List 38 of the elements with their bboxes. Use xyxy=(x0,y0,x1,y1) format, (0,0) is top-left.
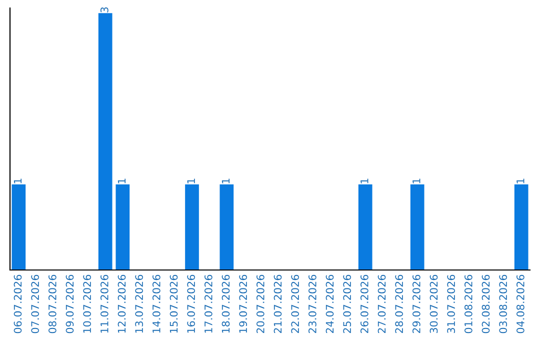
x-tick-label: 13.07.2026 xyxy=(135,274,144,333)
data-label: 1 xyxy=(360,178,368,184)
x-tick-label: 30.07.2026 xyxy=(430,274,438,334)
data-label: 1 xyxy=(412,178,420,184)
x-tick-label: 08.07.2026 xyxy=(48,274,56,334)
x-tick-label: 23.07.2026 xyxy=(308,274,316,334)
x-tick-label: 26.07.2026 xyxy=(360,274,368,334)
x-tick-label: 21.07.2026 xyxy=(274,274,282,334)
x-tick-label: 25.07.2026 xyxy=(343,274,352,334)
x-tick-label: 18.07.2026 xyxy=(222,274,230,333)
x-tick-label: 01.08.2026 xyxy=(464,274,472,334)
x-tick-label: 24.07.2026 xyxy=(326,274,334,334)
x-tick-label: 06.07.2026 xyxy=(14,274,22,334)
x-tick-label: 28.07.2026 xyxy=(395,274,404,334)
x-tick-label: 11.07.2026 xyxy=(100,274,108,333)
x-tick-label: 16.07.2026 xyxy=(187,274,196,333)
x-tick-label: 20.07.2026 xyxy=(256,274,264,334)
x-tick-label: 17.07.2026 xyxy=(204,274,212,333)
x-tick-label: 27.07.2026 xyxy=(378,274,386,334)
x-tick-label: 31.07.2026 xyxy=(447,274,456,334)
x-tick-label: 29.07.2026 xyxy=(412,274,420,334)
x-tick-label: 15.07.2026 xyxy=(170,274,178,333)
x-tick-label: 12.07.2026 xyxy=(118,274,126,333)
x-tick-label: 19.07.2026 xyxy=(239,274,248,333)
data-label: 1 xyxy=(516,178,524,184)
x-tick-label: 14.07.2026 xyxy=(152,274,160,333)
data-label: 1 xyxy=(187,178,195,184)
data-label: 1 xyxy=(14,178,22,184)
x-tick-label: 07.07.2026 xyxy=(31,274,40,334)
data-label: 1 xyxy=(222,178,230,184)
x-tick-label: 10.07.2026 xyxy=(83,274,92,333)
x-tick-label: 03.08.2026 xyxy=(499,274,508,334)
x-tick-label: 09.07.2026 xyxy=(66,274,74,334)
data-label: 1 xyxy=(118,178,126,184)
x-tick-label: 02.08.2026 xyxy=(482,274,490,334)
x-tick-label: 22.07.2026 xyxy=(291,274,300,334)
data-label: 3 xyxy=(100,7,108,12)
x-tick-label: 04.08.2026 xyxy=(516,274,524,334)
